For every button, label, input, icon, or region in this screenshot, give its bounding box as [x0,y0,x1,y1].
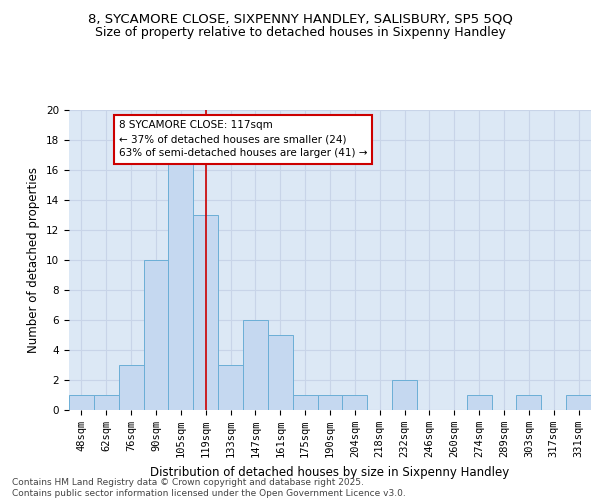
Text: Contains HM Land Registry data © Crown copyright and database right 2025.
Contai: Contains HM Land Registry data © Crown c… [12,478,406,498]
Bar [243,320,268,410]
Bar [566,395,591,410]
Text: 8, SYCAMORE CLOSE, SIXPENNY HANDLEY, SALISBURY, SP5 5QQ: 8, SYCAMORE CLOSE, SIXPENNY HANDLEY, SAL… [88,12,512,26]
Bar [268,335,293,410]
Bar [169,155,193,410]
Text: 8 SYCAMORE CLOSE: 117sqm
← 37% of detached houses are smaller (24)
63% of semi-d: 8 SYCAMORE CLOSE: 117sqm ← 37% of detach… [119,120,367,158]
Bar [119,365,143,410]
Bar [467,395,491,410]
Bar [293,395,317,410]
Bar [94,395,119,410]
Bar [317,395,343,410]
Bar [143,260,169,410]
Y-axis label: Number of detached properties: Number of detached properties [28,167,40,353]
Bar [218,365,243,410]
Text: Size of property relative to detached houses in Sixpenny Handley: Size of property relative to detached ho… [95,26,505,39]
X-axis label: Distribution of detached houses by size in Sixpenny Handley: Distribution of detached houses by size … [151,466,509,478]
Bar [517,395,541,410]
Bar [193,215,218,410]
Bar [69,395,94,410]
Bar [392,380,417,410]
Bar [343,395,367,410]
